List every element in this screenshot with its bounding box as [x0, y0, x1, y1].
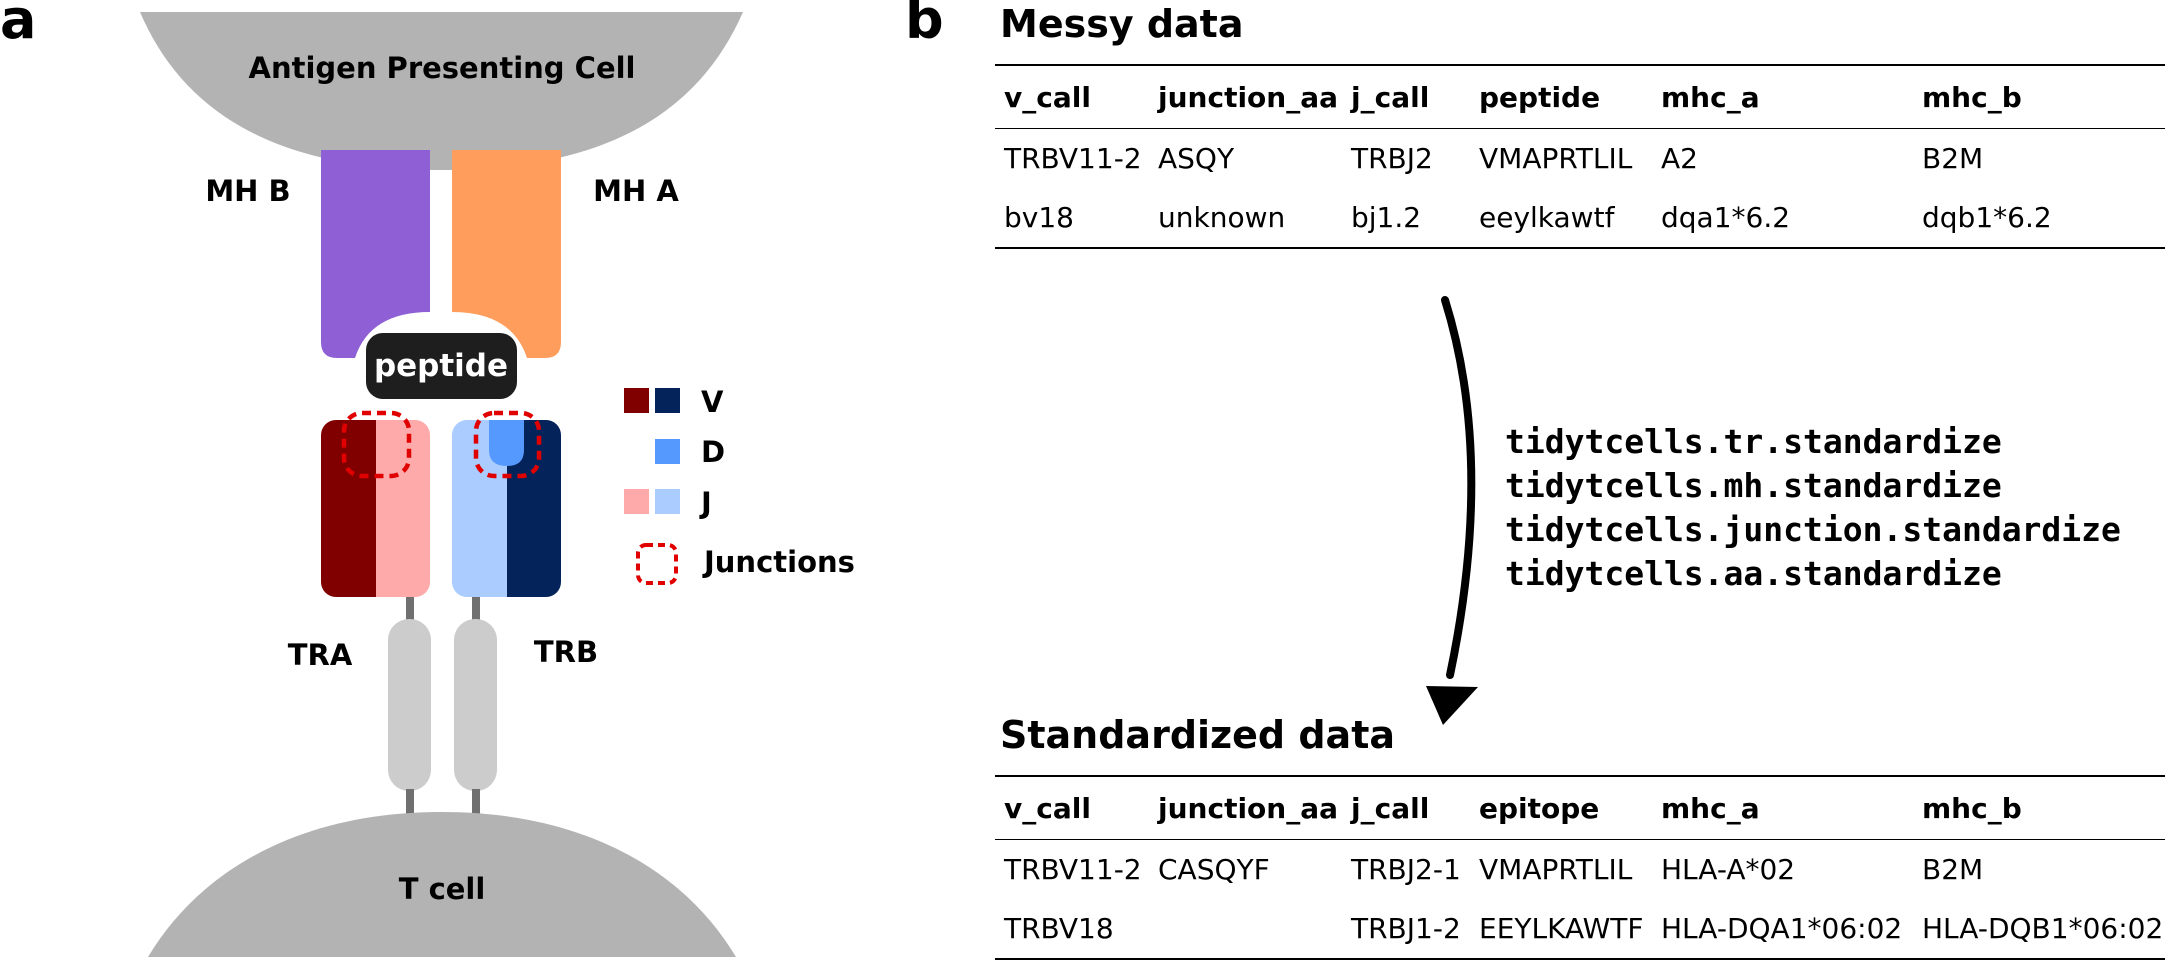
- trb-connector-lower: [472, 789, 480, 814]
- table-cell: HLA-DQB1*06:02: [1922, 912, 2164, 945]
- j-segment-swatch-trb: [655, 489, 680, 514]
- command-line: tidytcells.mh.standardize: [1505, 466, 2002, 505]
- junction-dashed-box-icon: [636, 543, 678, 585]
- messy-col-header: mhc_b: [1922, 80, 2022, 114]
- standardized-col-header: mhc_a: [1661, 791, 1760, 825]
- standardized-col-header: j_call: [1351, 791, 1430, 825]
- table-row: TRBV18 TRBJ1-2 EEYLKAWTF HLA-DQA1*06:02 …: [995, 899, 2165, 959]
- standardized-header-row: v_call junction_aa j_call epitope mhc_a …: [995, 776, 2165, 840]
- command-line: tidytcells.tr.standardize: [1505, 422, 2002, 461]
- table-cell: HLA-A*02: [1661, 853, 1796, 886]
- messy-col-header: v_call: [1004, 80, 1091, 114]
- legend-d-label: D: [701, 435, 725, 469]
- command-line: tidytcells.junction.standardize: [1505, 510, 2121, 549]
- standardize-arrow-head: [1426, 686, 1478, 725]
- messy-col-header: junction_aa: [1158, 80, 1339, 114]
- standardized-col-header: epitope: [1479, 791, 1600, 825]
- trb-variable-domain: [452, 420, 561, 597]
- tra-connector-upper: [406, 597, 414, 621]
- mha-chain: [452, 150, 561, 358]
- standardize-arrow-shaft: [1441, 296, 1476, 679]
- table-cell: TRBJ2: [1351, 142, 1433, 175]
- legend: V D J Junctions: [624, 385, 855, 585]
- standardize-commands: tidytcells.tr.standardize tidytcells.mh.…: [1505, 420, 2121, 596]
- messy-data-table: v_call junction_aa j_call peptide mhc_a …: [995, 64, 2165, 249]
- standardized-col-header: mhc_b: [1922, 791, 2022, 825]
- trb-constant-domain: [454, 619, 497, 791]
- table-cell: TRBV18: [1004, 912, 1114, 945]
- messy-data-table-wrap: v_call junction_aa j_call peptide mhc_a …: [995, 64, 2165, 249]
- table-cell: EEYLKAWTF: [1479, 912, 1644, 945]
- trb-connector-upper: [472, 597, 480, 621]
- j-segment-swatch-tra: [624, 489, 649, 514]
- trb-junction-outline: [473, 410, 542, 479]
- v-segment-swatch-tra: [624, 388, 649, 413]
- table-cell: B2M: [1922, 142, 1984, 175]
- mhb-label: MH B: [205, 174, 290, 208]
- table-row: TRBV11-2 ASQY TRBJ2 VMAPRTLIL A2 B2M: [995, 129, 2165, 189]
- table-cell: CASQYF: [1158, 853, 1270, 886]
- panel-label-a: a: [0, 0, 36, 51]
- legend-junctions-label: Junctions: [702, 545, 855, 579]
- t-cell-label: T cell: [399, 872, 486, 906]
- mhb-chain: [321, 150, 430, 358]
- v-segment-swatch-trb: [655, 388, 680, 413]
- table-cell: TRBJ2-1: [1351, 853, 1461, 886]
- standardized-col-header: v_call: [1004, 791, 1091, 825]
- table-cell: [1149, 899, 1342, 959]
- standardized-data-title: Standardized data: [1000, 713, 1396, 757]
- table-cell: TRBV11-2: [1004, 853, 1142, 886]
- standardized-data-table-wrap: v_call junction_aa j_call epitope mhc_a …: [995, 775, 2165, 960]
- command-line: tidytcells.aa.standardize: [1505, 554, 2002, 593]
- tra-connector-lower: [406, 789, 414, 814]
- table-cell: bj1.2: [1351, 201, 1422, 234]
- table-cell: bv18: [1004, 201, 1074, 234]
- antigen-presenting-cell: [140, 12, 743, 170]
- panel-label-b: b: [905, 0, 944, 51]
- table-cell: dqa1*6.2: [1661, 201, 1791, 234]
- d-segment-swatch: [655, 439, 680, 464]
- table-cell: VMAPRTLIL: [1479, 142, 1633, 175]
- table-cell: HLA-DQA1*06:02: [1661, 912, 1903, 945]
- table-cell: TRBJ1-2: [1351, 912, 1461, 945]
- trb-label: TRB: [534, 635, 598, 669]
- standardized-data-table: v_call junction_aa j_call epitope mhc_a …: [995, 775, 2165, 960]
- table-cell: ASQY: [1158, 142, 1235, 175]
- tra-variable-domain: [321, 420, 430, 597]
- table-cell: dqb1*6.2: [1922, 201, 2052, 234]
- t-cell: [148, 812, 736, 957]
- apc-label: Antigen Presenting Cell: [249, 51, 636, 85]
- messy-col-header: peptide: [1479, 80, 1601, 114]
- messy-header-row: v_call junction_aa j_call peptide mhc_a …: [995, 65, 2165, 129]
- peptide-block: [366, 333, 517, 399]
- d-segment: [489, 420, 524, 466]
- peptide-label: peptide: [374, 348, 508, 384]
- tra-constant-domain: [388, 619, 431, 791]
- tra-label: TRA: [288, 638, 353, 672]
- tra-junction-outline: [341, 410, 412, 479]
- messy-col-header: j_call: [1351, 80, 1430, 114]
- legend-v-label: V: [701, 385, 724, 419]
- legend-j-label: J: [699, 486, 712, 520]
- table-cell: TRBV11-2: [1004, 142, 1142, 175]
- messy-col-header: mhc_a: [1661, 80, 1760, 114]
- mha-label: MH A: [593, 174, 679, 208]
- table-cell: VMAPRTLIL: [1479, 853, 1633, 886]
- table-row: bv18 unknown bj1.2 eeylkawtf dqa1*6.2 dq…: [995, 188, 2165, 248]
- table-cell: A2: [1661, 142, 1698, 175]
- table-cell: eeylkawtf: [1479, 201, 1615, 234]
- table-cell: unknown: [1158, 201, 1286, 234]
- standardized-col-header: junction_aa: [1158, 791, 1339, 825]
- table-row: TRBV11-2 CASQYF TRBJ2-1 VMAPRTLIL HLA-A*…: [995, 840, 2165, 900]
- messy-data-title: Messy data: [1000, 2, 1244, 46]
- table-cell: B2M: [1922, 853, 1984, 886]
